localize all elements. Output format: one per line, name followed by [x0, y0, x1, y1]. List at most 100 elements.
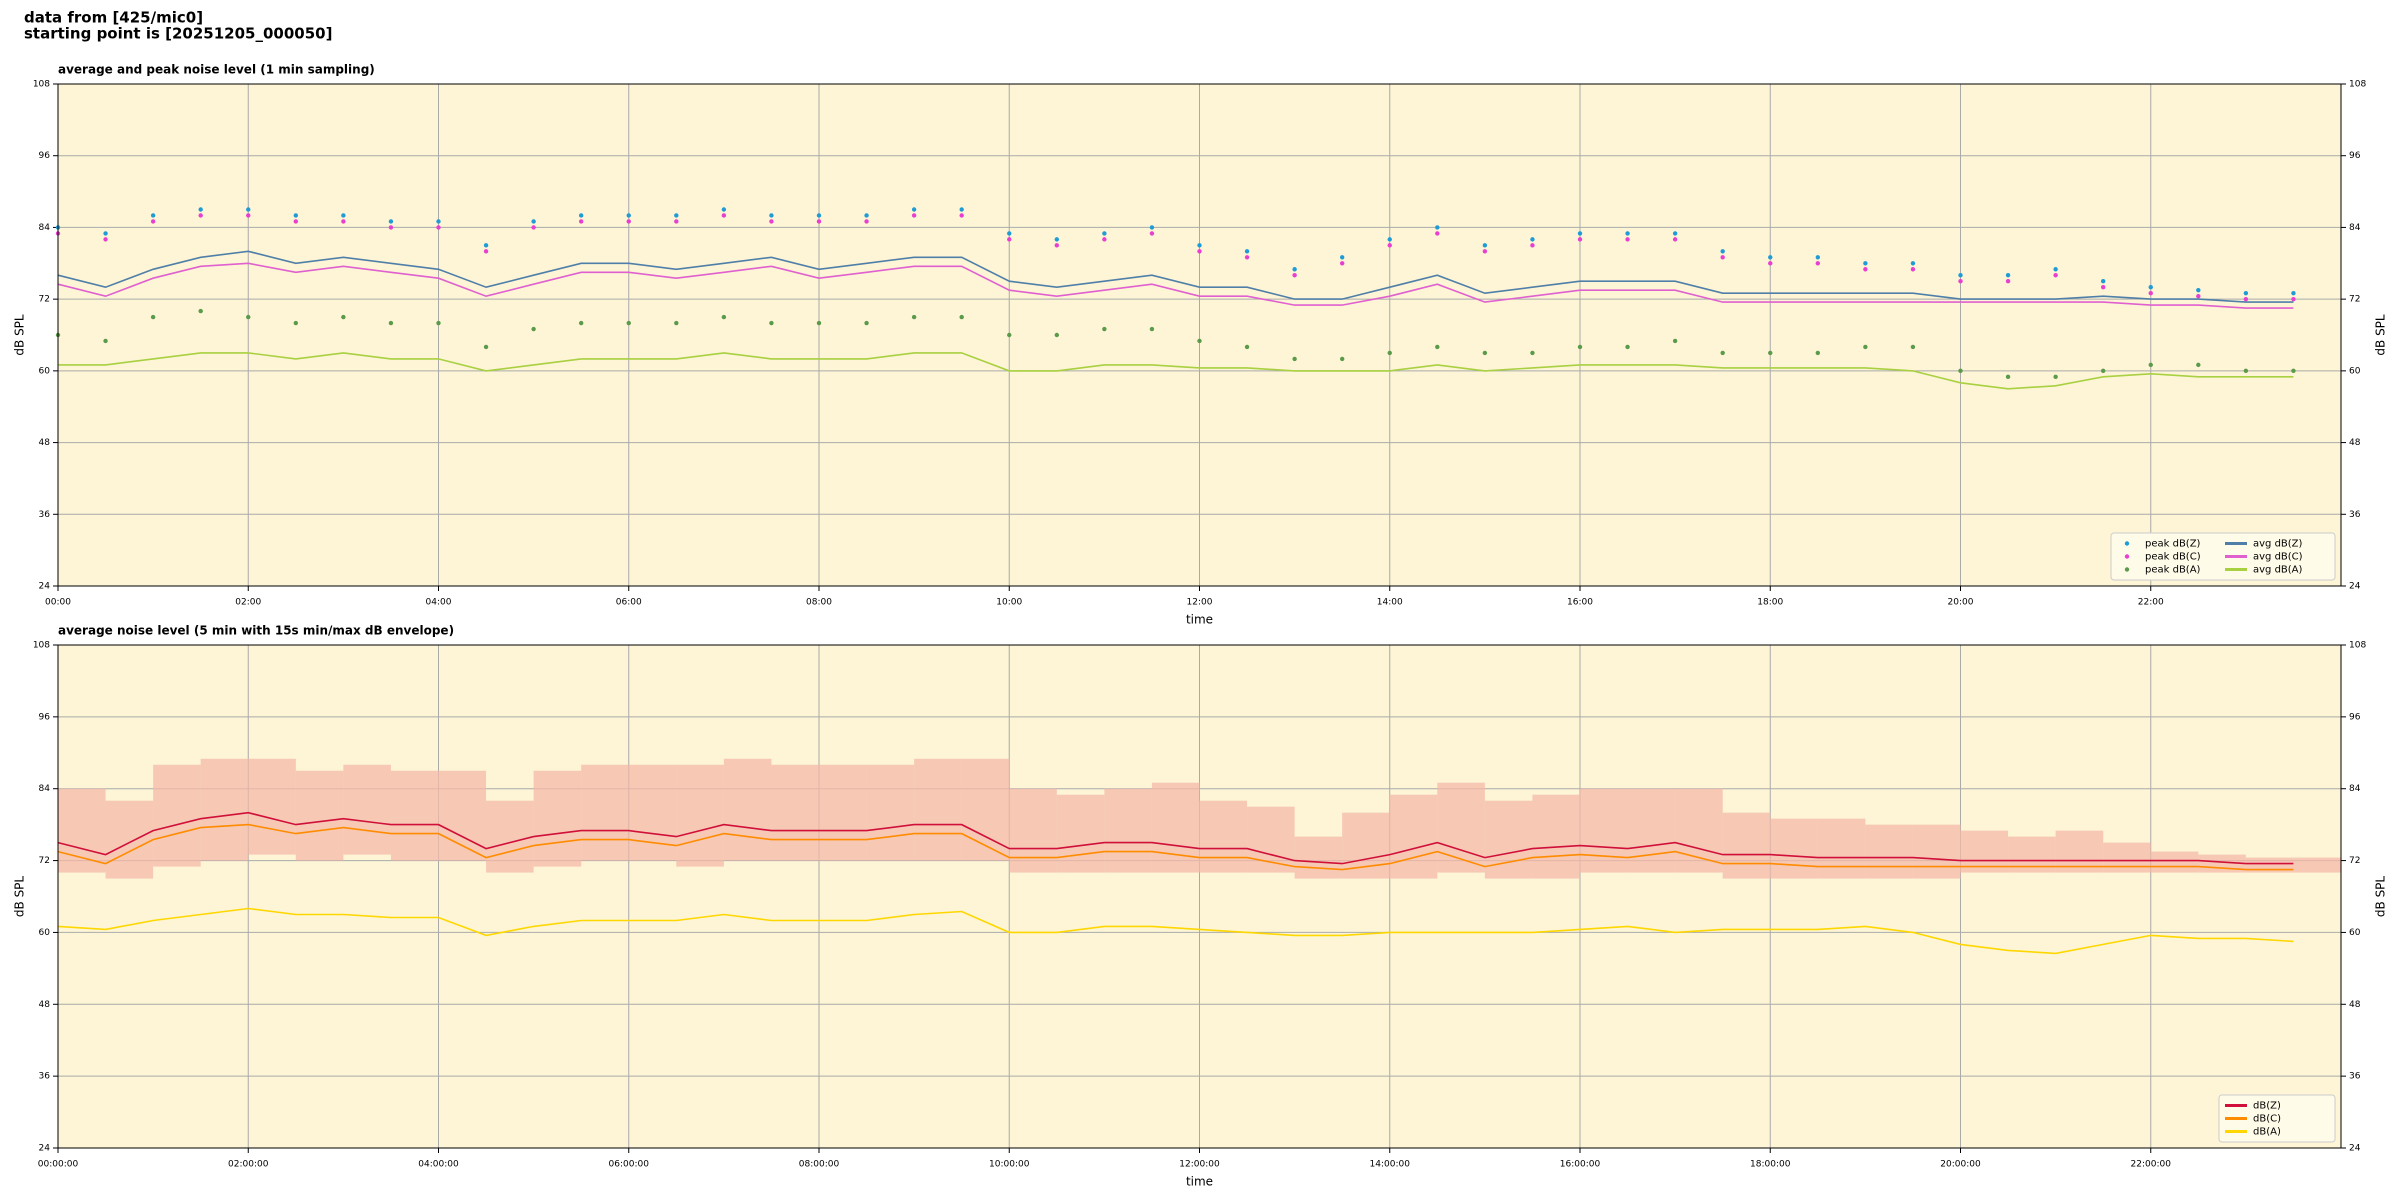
- envelope-band: [1627, 788, 1676, 873]
- envelope-band: [1722, 812, 1771, 879]
- chart-title: average and peak noise level (1 min samp…: [58, 63, 375, 77]
- envelope-band: [1151, 782, 1200, 873]
- x-tick-label: 02:00: [235, 598, 261, 608]
- peak-point: [1339, 255, 1345, 260]
- peak-point: [674, 213, 679, 218]
- peak-point: [769, 213, 774, 218]
- peak-point: [1292, 356, 1297, 362]
- y-tick-label: 48: [2349, 1000, 2361, 1010]
- peak-point: [246, 314, 251, 320]
- peak-point: [1768, 350, 1773, 356]
- envelope-band: [1912, 824, 1961, 879]
- envelope-band: [295, 770, 344, 861]
- y-axis-label: dB SPL: [2374, 314, 2388, 356]
- envelope-band: [628, 764, 677, 861]
- x-tick-label: 16:00: [1567, 598, 1593, 608]
- y-tick-label: 108: [2349, 641, 2366, 651]
- y-tick-label: 96: [2349, 151, 2361, 161]
- peak-point: [1007, 231, 1012, 236]
- peak-point: [1197, 243, 1202, 248]
- peak-point: [198, 213, 203, 218]
- peak-point: [293, 213, 299, 218]
- x-tick-label: 22:00:00: [2131, 1160, 2172, 1170]
- peak-point: [2291, 290, 2296, 296]
- y-tick-label: 24: [39, 582, 51, 592]
- peak-point: [864, 320, 869, 326]
- peak-point: [1910, 261, 1916, 266]
- peak-point: [2148, 290, 2153, 296]
- peak-point: [1435, 225, 1440, 230]
- y-axis-label: dB SPL: [13, 314, 27, 356]
- y-tick-label: 72: [2349, 295, 2360, 305]
- peak-point: [2053, 273, 2058, 278]
- peak-point: [2100, 284, 2106, 290]
- peak-point: [483, 249, 489, 254]
- envelope-band: [961, 758, 1010, 861]
- peak-point: [436, 225, 441, 230]
- envelope-band: [1580, 788, 1628, 873]
- y-tick-label: 36: [2349, 1072, 2361, 1082]
- peak-point: [1292, 273, 1297, 278]
- peak-point: [1339, 356, 1345, 362]
- x-tick-label: 22:00: [2138, 598, 2164, 608]
- x-tick-label: 20:00:00: [1940, 1160, 1981, 1170]
- x-tick-label: 10:00: [996, 598, 1022, 608]
- peak-point: [864, 213, 869, 218]
- y-tick-label: 108: [2349, 80, 2366, 90]
- legend-marker: [2124, 554, 2130, 559]
- envelope-band: [2150, 851, 2199, 873]
- envelope-band: [533, 770, 582, 867]
- peak-point: [2196, 293, 2201, 299]
- series-line: [58, 352, 2294, 390]
- envelope-band: [676, 764, 724, 867]
- y-tick-label: 72: [39, 856, 50, 866]
- x-tick-label: 18:00:00: [1750, 1160, 1791, 1170]
- peak-point: [2100, 368, 2106, 374]
- x-axis-label: time: [1186, 613, 1213, 627]
- y-axis-label: dB SPL: [2374, 876, 2388, 918]
- peak-point: [1482, 249, 1488, 254]
- peak-point: [1863, 267, 1868, 272]
- peak-point: [1768, 255, 1773, 260]
- legend-marker: [2124, 541, 2130, 546]
- peak-point: [1910, 267, 1916, 272]
- y-tick-label: 96: [2349, 712, 2361, 722]
- peak-point: [1435, 344, 1440, 350]
- peak-point: [911, 213, 917, 218]
- envelope-band: [1817, 818, 1866, 879]
- y-tick-label: 96: [39, 712, 51, 722]
- peak-point: [1149, 326, 1155, 332]
- peak-point: [2053, 374, 2058, 380]
- peak-point: [1625, 344, 1630, 350]
- y-tick-label: 60: [2349, 366, 2361, 376]
- peak-point: [341, 213, 346, 218]
- peak-point: [1530, 243, 1535, 248]
- peak-point: [2005, 374, 2011, 380]
- peak-point: [150, 219, 156, 224]
- peak-point: [2243, 368, 2249, 374]
- peak-point: [959, 207, 964, 212]
- envelope-band: [723, 758, 772, 861]
- peak-point: [2196, 362, 2201, 368]
- y-axis-label: dB SPL: [13, 876, 27, 918]
- peak-point: [388, 219, 394, 224]
- peak-point: [1482, 243, 1488, 248]
- peak-point: [1149, 231, 1155, 236]
- peak-point: [1958, 368, 1963, 374]
- envelope-band: [2055, 830, 2104, 873]
- x-tick-label: 12:00:00: [1179, 1160, 1220, 1170]
- peak-point: [2291, 368, 2296, 374]
- y-tick-label: 72: [2349, 856, 2360, 866]
- y-tick-label: 96: [39, 151, 51, 161]
- envelope-band: [1770, 818, 1818, 879]
- y-tick-label: 24: [39, 1144, 51, 1154]
- peak-point: [531, 219, 536, 224]
- peak-point: [1007, 237, 1012, 242]
- peak-point: [721, 213, 727, 218]
- peak-point: [2243, 290, 2249, 296]
- peak-point: [1482, 350, 1488, 356]
- legend-label: dB(Z): [2253, 1101, 2281, 1112]
- y-tick-label: 84: [2349, 784, 2361, 794]
- x-tick-label: 08:00:00: [799, 1160, 840, 1170]
- envelope-band: [343, 764, 391, 855]
